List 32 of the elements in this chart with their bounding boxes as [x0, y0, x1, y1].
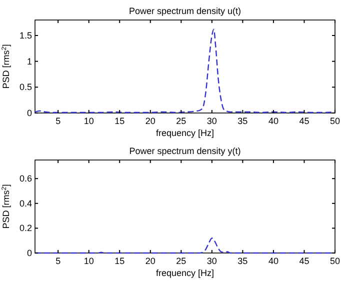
y-tick-label: 0 — [26, 108, 32, 118]
chart-title: Power spectrum density y(t) — [129, 146, 241, 156]
x-axis-title: frequency [Hz] — [156, 268, 214, 278]
x-tick-label: 50 — [330, 116, 340, 126]
x-tick-label: 50 — [330, 256, 340, 266]
x-tick-label: 5 — [56, 256, 61, 266]
y-tick-label: 0.5 — [19, 82, 32, 92]
x-tick-label: 45 — [299, 116, 310, 126]
y-tick-label: 1.5 — [19, 30, 32, 40]
x-tick-label: 35 — [238, 116, 248, 126]
y-tick-label: 0 — [26, 248, 32, 258]
x-axis-title: frequency [Hz] — [156, 128, 214, 138]
x-tick-label: 30 — [206, 256, 217, 266]
x-tick-label: 10 — [84, 256, 94, 266]
x-tick-label: 35 — [238, 256, 248, 266]
x-tick-label: 25 — [176, 116, 186, 126]
x-tick-label: 45 — [299, 256, 310, 266]
x-tick-label: 40 — [268, 256, 278, 266]
x-tick-label: 5 — [56, 116, 61, 126]
y-tick-label: 0.4 — [19, 198, 32, 208]
y-tick-label: 0.6 — [19, 174, 32, 184]
x-tick-label: 40 — [268, 116, 278, 126]
x-tick-label: 10 — [84, 116, 94, 126]
x-tick-label: 20 — [145, 116, 156, 126]
x-tick-label: 20 — [145, 256, 156, 266]
x-tick-label: 15 — [114, 116, 125, 126]
x-tick-label: 15 — [114, 256, 125, 266]
y-tick-label: 0.2 — [19, 223, 32, 234]
y-tick-label: 1 — [26, 56, 32, 66]
x-tick-label: 30 — [206, 116, 217, 126]
chart-title: Power spectrum density u(t) — [128, 6, 242, 16]
x-tick-label: 25 — [176, 256, 186, 266]
